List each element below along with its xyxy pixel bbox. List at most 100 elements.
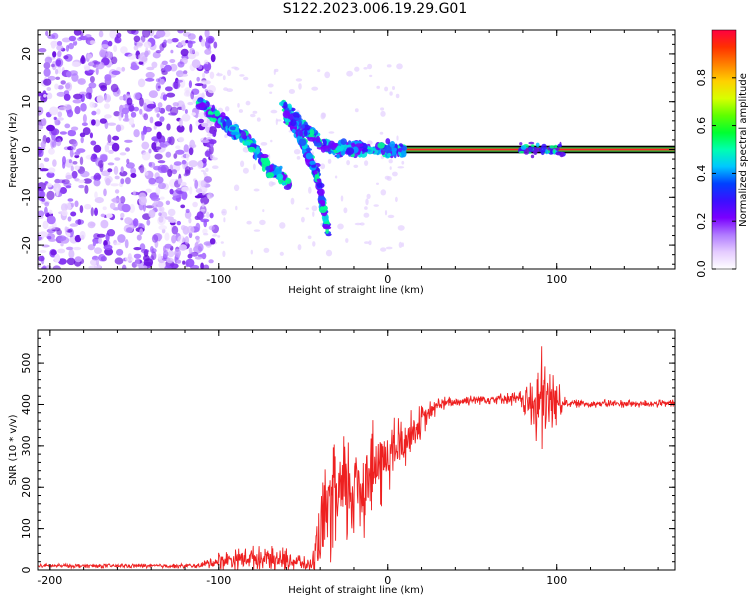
y-tick-label: 20: [20, 47, 33, 61]
noise-blob: [184, 236, 189, 245]
tone-fluctuation: [530, 154, 535, 159]
noise-blob: [353, 164, 359, 168]
noise-blob: [143, 258, 154, 267]
noise-blob: [158, 225, 167, 231]
colorbar-tick-label: 0.4: [695, 165, 708, 183]
noise-blob: [183, 70, 188, 75]
noise-blob: [343, 207, 348, 214]
noise-blob: [201, 122, 209, 127]
branch-blob: [209, 117, 217, 122]
branch-blob: [336, 145, 341, 153]
noise-blob: [99, 118, 107, 124]
noise-blob: [67, 198, 74, 202]
y-tick-label: 10: [20, 95, 33, 109]
noise-blob: [186, 225, 195, 234]
chart-title: S122.2023.006.19.29.G01: [282, 1, 468, 17]
noise-blob: [340, 195, 344, 202]
noise-blob: [60, 80, 66, 85]
noise-blob: [376, 85, 381, 89]
noise-blob: [79, 205, 84, 214]
noise-blob: [49, 106, 59, 116]
noise-blob: [195, 222, 201, 232]
noise-blob: [104, 175, 113, 183]
noise-blob: [121, 66, 126, 72]
noise-blob: [90, 259, 98, 266]
noise-blob: [151, 234, 159, 243]
noise-blob: [133, 253, 142, 259]
noise-blob: [133, 92, 141, 100]
noise-blob: [187, 253, 193, 259]
noise-blob: [154, 153, 163, 160]
noise-blob: [39, 191, 46, 198]
noise-blob: [200, 180, 207, 188]
noise-blob: [259, 219, 266, 226]
noise-blob: [127, 53, 137, 60]
noise-blob: [263, 247, 270, 253]
noise-blob: [127, 253, 132, 261]
noise-blob: [140, 249, 150, 254]
noise-blob: [396, 135, 399, 141]
noise-blob: [194, 179, 199, 189]
branch-blob: [313, 170, 318, 175]
noise-blob: [113, 242, 122, 246]
noise-blob: [151, 61, 158, 68]
noise-blob: [89, 76, 95, 83]
noise-blob: [89, 40, 96, 45]
noise-blob: [183, 144, 189, 153]
noise-blob: [122, 118, 130, 122]
noise-blob: [209, 238, 216, 245]
noise-blob: [158, 212, 162, 217]
noise-blob: [96, 94, 104, 104]
noise-blob: [63, 104, 72, 111]
y-tick-label: 300: [20, 435, 33, 456]
noise-blob: [48, 226, 56, 230]
noise-blob: [114, 189, 120, 194]
noise-blob: [369, 74, 373, 78]
noise-blob: [273, 69, 276, 75]
spectrogram-y-axis-label: Frequency (Hz): [8, 112, 19, 188]
noise-blob: [207, 37, 214, 44]
noise-blob: [153, 200, 159, 205]
noise-blob: [57, 248, 66, 254]
noise-blob: [194, 195, 202, 199]
branch-blob: [305, 148, 313, 151]
branch-blob: [319, 200, 326, 205]
noise-blob: [234, 67, 240, 71]
noise-blob: [180, 48, 189, 57]
branch-blob: [291, 128, 296, 134]
noise-blob: [43, 157, 50, 162]
noise-blob: [184, 87, 191, 94]
noise-blob: [204, 30, 210, 38]
noise-blob: [166, 123, 171, 131]
branch-blob: [309, 160, 316, 166]
noise-blob: [148, 161, 156, 168]
noise-blob: [68, 159, 72, 164]
branch-blob: [283, 185, 292, 190]
noise-blob: [202, 72, 206, 79]
noise-blob: [253, 163, 256, 171]
noise-blob: [88, 62, 94, 67]
noise-blob: [107, 40, 113, 47]
noise-blob: [125, 147, 130, 152]
noise-blob: [55, 58, 64, 68]
noise-blob: [100, 44, 109, 49]
noise-blob: [89, 101, 95, 108]
noise-blob: [363, 67, 368, 70]
noise-blob: [46, 182, 53, 188]
branch-blob: [384, 145, 392, 154]
noise-blob: [188, 80, 192, 89]
noise-blob: [38, 146, 43, 155]
noise-blob: [63, 55, 69, 60]
noise-blob: [96, 108, 101, 115]
colorbar-tick-label: 0.2: [695, 212, 708, 230]
noise-blob: [367, 63, 373, 70]
noise-blob: [112, 197, 122, 204]
noise-blob: [345, 238, 349, 243]
noise-blob: [47, 34, 56, 40]
y-tick-label: -20: [20, 236, 33, 254]
noise-blob: [157, 164, 167, 174]
noise-blob: [104, 114, 112, 119]
noise-blob: [130, 64, 140, 71]
noise-blob: [164, 265, 172, 269]
